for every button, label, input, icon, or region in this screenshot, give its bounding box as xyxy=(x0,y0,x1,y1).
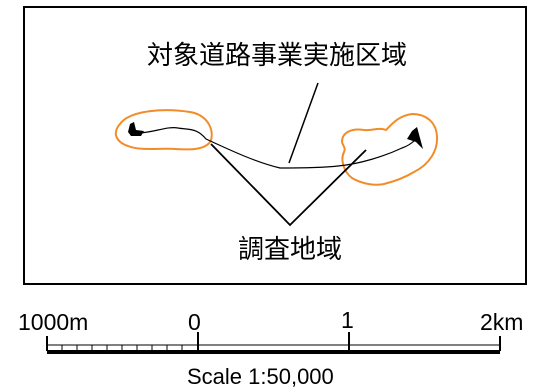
scale-bar xyxy=(46,332,501,354)
pond-right xyxy=(407,127,423,149)
survey-area-right-outline xyxy=(340,112,439,186)
scale-tick-label-0: 0 xyxy=(188,309,201,335)
scale-bottom-bar xyxy=(47,350,500,354)
scale-tick-label-1000m: 1000m xyxy=(18,309,88,335)
survey-area-left-outline xyxy=(114,109,213,151)
project-area-leader xyxy=(288,82,319,164)
road-line xyxy=(139,127,416,169)
survey-area-label: 調査地域 xyxy=(238,235,342,265)
scale-tick-label-2km: 2km xyxy=(480,309,523,335)
scale-tick-label-1: 1 xyxy=(341,307,354,333)
survey-area-leader xyxy=(210,143,367,227)
pond-left xyxy=(128,122,144,136)
project-area-label: 対象道路事業実施区域 xyxy=(147,41,407,71)
scale-caption: Scale 1:50,000 xyxy=(187,364,334,389)
map-frame xyxy=(23,6,527,285)
scale-minor-ticks xyxy=(61,345,183,350)
